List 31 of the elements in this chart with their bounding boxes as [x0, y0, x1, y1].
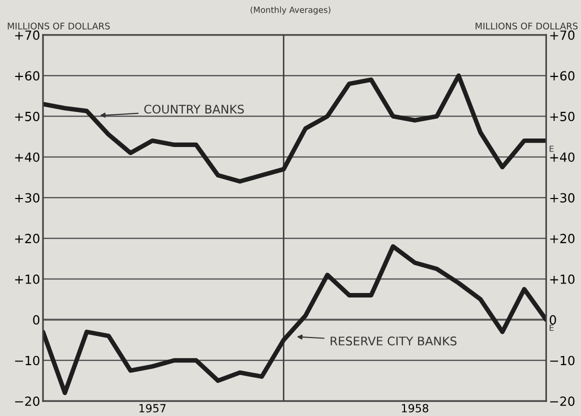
text: E: [550, 324, 554, 331]
y2-axis-title: MILLIONS OF DOLLARS: [476, 22, 578, 30]
y-tick-label: +70: [15, 30, 40, 40]
y2-tick-label: +70: [550, 30, 574, 40]
y2-tick-label: −20: [550, 396, 574, 406]
y-tick-label: 0: [33, 315, 40, 325]
text: RESERVE CITY BANKS: [330, 336, 457, 346]
y2-tick-label: −10: [550, 356, 574, 366]
y2-tick-label: 0: [550, 315, 556, 325]
x-tick-label: 1958: [402, 404, 428, 412]
y2-tick-label: +30: [550, 193, 574, 203]
x-tick-label: 1957: [139, 404, 166, 412]
y2-tick-label: +50: [550, 112, 574, 122]
chart-subtitle: (Monthly Averages): [250, 6, 330, 15]
y2-tick-label: +60: [550, 71, 574, 81]
y-tick-label: −10: [15, 356, 40, 366]
y-tick-label: +40: [15, 152, 40, 162]
y-tick-label: +30: [15, 193, 40, 203]
text: E: [550, 146, 554, 152]
y-tick-label: +60: [15, 71, 40, 81]
y2-tick-label: +40: [550, 152, 574, 162]
y-tick-label: +50: [15, 112, 40, 122]
y-tick-label: +20: [15, 234, 40, 244]
y2-tick-label: +10: [550, 274, 574, 284]
y-axis-title: MILLIONS OF DOLLARS: [8, 22, 110, 30]
text: COUNTRY BANKS: [144, 104, 244, 114]
y2-tick-label: +20: [550, 234, 574, 244]
line-series: [42, 244, 546, 396]
line-series: [42, 73, 546, 184]
y-tick-label: −20: [15, 396, 40, 406]
y-tick-label: +10: [15, 274, 40, 284]
